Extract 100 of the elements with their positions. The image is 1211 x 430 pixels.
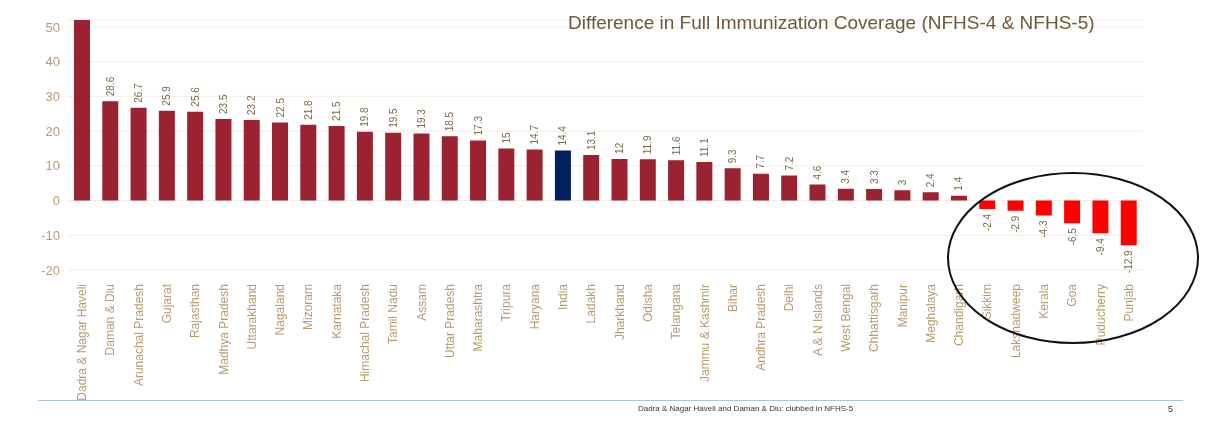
x-tick-label: Telangana bbox=[669, 283, 684, 340]
bar bbox=[498, 148, 515, 201]
x-tick-label: Bihar bbox=[725, 284, 740, 313]
x-tick-label: Maharashtra bbox=[471, 283, 486, 352]
x-tick-label: West Bengal bbox=[838, 284, 853, 352]
data-label: 19.5 bbox=[387, 107, 399, 128]
x-tick-label: Nagaland bbox=[273, 284, 288, 336]
data-label: 7.2 bbox=[783, 156, 795, 171]
x-tick-label: Kerala bbox=[1036, 283, 1051, 319]
y-tick-label: 50 bbox=[45, 19, 60, 35]
data-label: 14.7 bbox=[529, 124, 541, 145]
bar bbox=[1007, 200, 1024, 211]
data-label: 2.4 bbox=[925, 172, 937, 188]
x-tick-label: Ladakh bbox=[584, 284, 599, 324]
bar bbox=[300, 124, 317, 201]
bar bbox=[385, 132, 402, 201]
x-tick-label: Delhi bbox=[782, 284, 797, 312]
x-tick-label: Uttarakhand bbox=[244, 284, 259, 350]
x-tick-label: Arunachal Pradesh bbox=[131, 284, 146, 387]
bar bbox=[470, 140, 487, 201]
x-tick-label: Assam bbox=[414, 284, 429, 321]
x-tick-label: Mizoram bbox=[301, 284, 316, 331]
text: Dadra & Nagar Haveli and Daman & Diu: clubbed in NFHS-5 bbox=[638, 404, 854, 413]
x-tick-label: Dadra & Nagar Haveli bbox=[75, 284, 90, 401]
data-label: 9.3 bbox=[727, 148, 739, 164]
x-tick-label: Jharkhand bbox=[612, 284, 627, 341]
x-tick-label: Chandigarh bbox=[952, 284, 967, 347]
bar bbox=[1035, 200, 1052, 216]
bar bbox=[413, 133, 430, 201]
data-label: 23.5 bbox=[217, 94, 229, 114]
x-tick-label: Karnataka bbox=[329, 283, 344, 339]
x-tick-label: Jammu & Kashmir bbox=[697, 284, 712, 383]
bar bbox=[356, 131, 373, 201]
data-label: -12.9 bbox=[1123, 249, 1135, 274]
x-tick-label: Uttar Pradesh bbox=[442, 284, 457, 359]
bar bbox=[922, 192, 939, 201]
bar bbox=[158, 110, 175, 201]
y-tick-label: 20 bbox=[45, 123, 60, 139]
data-label: 19.8 bbox=[359, 106, 371, 127]
bar bbox=[1120, 200, 1137, 246]
data-label: 19.3 bbox=[415, 108, 427, 129]
data-label: 11.1 bbox=[698, 137, 710, 158]
bar bbox=[894, 190, 911, 201]
bar bbox=[328, 125, 345, 201]
bar bbox=[668, 160, 685, 201]
text: 5 bbox=[1168, 404, 1174, 414]
bar bbox=[272, 122, 289, 201]
x-tick-label: Odisha bbox=[640, 283, 655, 323]
data-label: 21.8 bbox=[302, 99, 314, 120]
data-label: 12 bbox=[614, 142, 625, 154]
y-tick-label: 0 bbox=[52, 193, 60, 209]
data-label: -9.4 bbox=[1094, 237, 1106, 256]
bar bbox=[74, 20, 90, 201]
bar bbox=[187, 111, 204, 201]
data-label: 28.6 bbox=[104, 76, 116, 97]
bar bbox=[441, 136, 458, 201]
y-tick-label: 10 bbox=[45, 158, 60, 174]
data-label: -4.3 bbox=[1038, 220, 1050, 238]
x-tick-label: Punjab bbox=[1121, 283, 1136, 322]
data-label: -6.5 bbox=[1066, 227, 1078, 246]
x-tick-label: Puducherry bbox=[1093, 284, 1108, 346]
x-tick-label: Rajasthan bbox=[188, 284, 203, 339]
data-label: -2.4 bbox=[981, 213, 993, 232]
bar bbox=[809, 184, 826, 201]
bar bbox=[526, 149, 543, 201]
x-tick-label: Himachal Pradesh bbox=[358, 284, 373, 383]
data-label: 17.3 bbox=[472, 115, 484, 136]
data-label: 3 bbox=[896, 179, 908, 186]
y-tick-label: 40 bbox=[45, 54, 60, 70]
y-tick-label: 30 bbox=[45, 89, 60, 104]
bar bbox=[1092, 200, 1109, 234]
data-label: 1.4 bbox=[953, 176, 965, 191]
bar bbox=[215, 118, 232, 201]
data-label: 13.1 bbox=[585, 130, 597, 151]
bar bbox=[781, 175, 798, 201]
bar bbox=[243, 120, 260, 201]
bar bbox=[837, 188, 854, 201]
data-label: 11.6 bbox=[670, 136, 682, 156]
bar bbox=[554, 150, 571, 201]
bar bbox=[979, 200, 996, 209]
y-tick-label: -10 bbox=[41, 227, 60, 243]
bar bbox=[724, 168, 741, 201]
x-tick-label: Chhattisgarh bbox=[867, 284, 882, 353]
x-tick-label: Tamil Nadu bbox=[386, 284, 401, 345]
data-label: 23.2 bbox=[246, 95, 258, 115]
x-tick-label: Daman & Diu bbox=[103, 284, 118, 356]
y-tick-label: -20 bbox=[41, 262, 60, 278]
x-tick-label: Tripura bbox=[499, 283, 514, 322]
x-tick-label: India bbox=[556, 283, 571, 311]
data-label: 4.6 bbox=[812, 165, 824, 180]
x-tick-label: Haryana bbox=[527, 283, 542, 330]
bar bbox=[866, 189, 883, 201]
data-label: 25.9 bbox=[161, 85, 173, 106]
x-tick-label: Meghalaya bbox=[923, 283, 938, 343]
bar bbox=[1064, 200, 1081, 224]
data-label: 26.7 bbox=[133, 82, 145, 103]
bar bbox=[950, 195, 967, 201]
x-tick-label: Andhra Pradesh bbox=[754, 284, 769, 371]
bar bbox=[639, 159, 656, 201]
x-tick-label: Goa bbox=[1065, 283, 1080, 307]
